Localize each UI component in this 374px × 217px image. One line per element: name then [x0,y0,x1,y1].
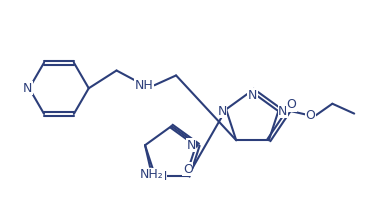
Text: N: N [217,105,227,118]
Text: N: N [248,89,257,102]
Text: O: O [306,109,316,122]
Text: O: O [183,163,193,176]
Text: NH: NH [135,79,154,92]
Text: N: N [278,105,288,118]
Text: N: N [22,82,32,95]
Text: N: N [157,170,167,183]
Text: NH₂: NH₂ [140,168,164,181]
Text: N: N [186,139,196,152]
Text: O: O [287,98,297,111]
